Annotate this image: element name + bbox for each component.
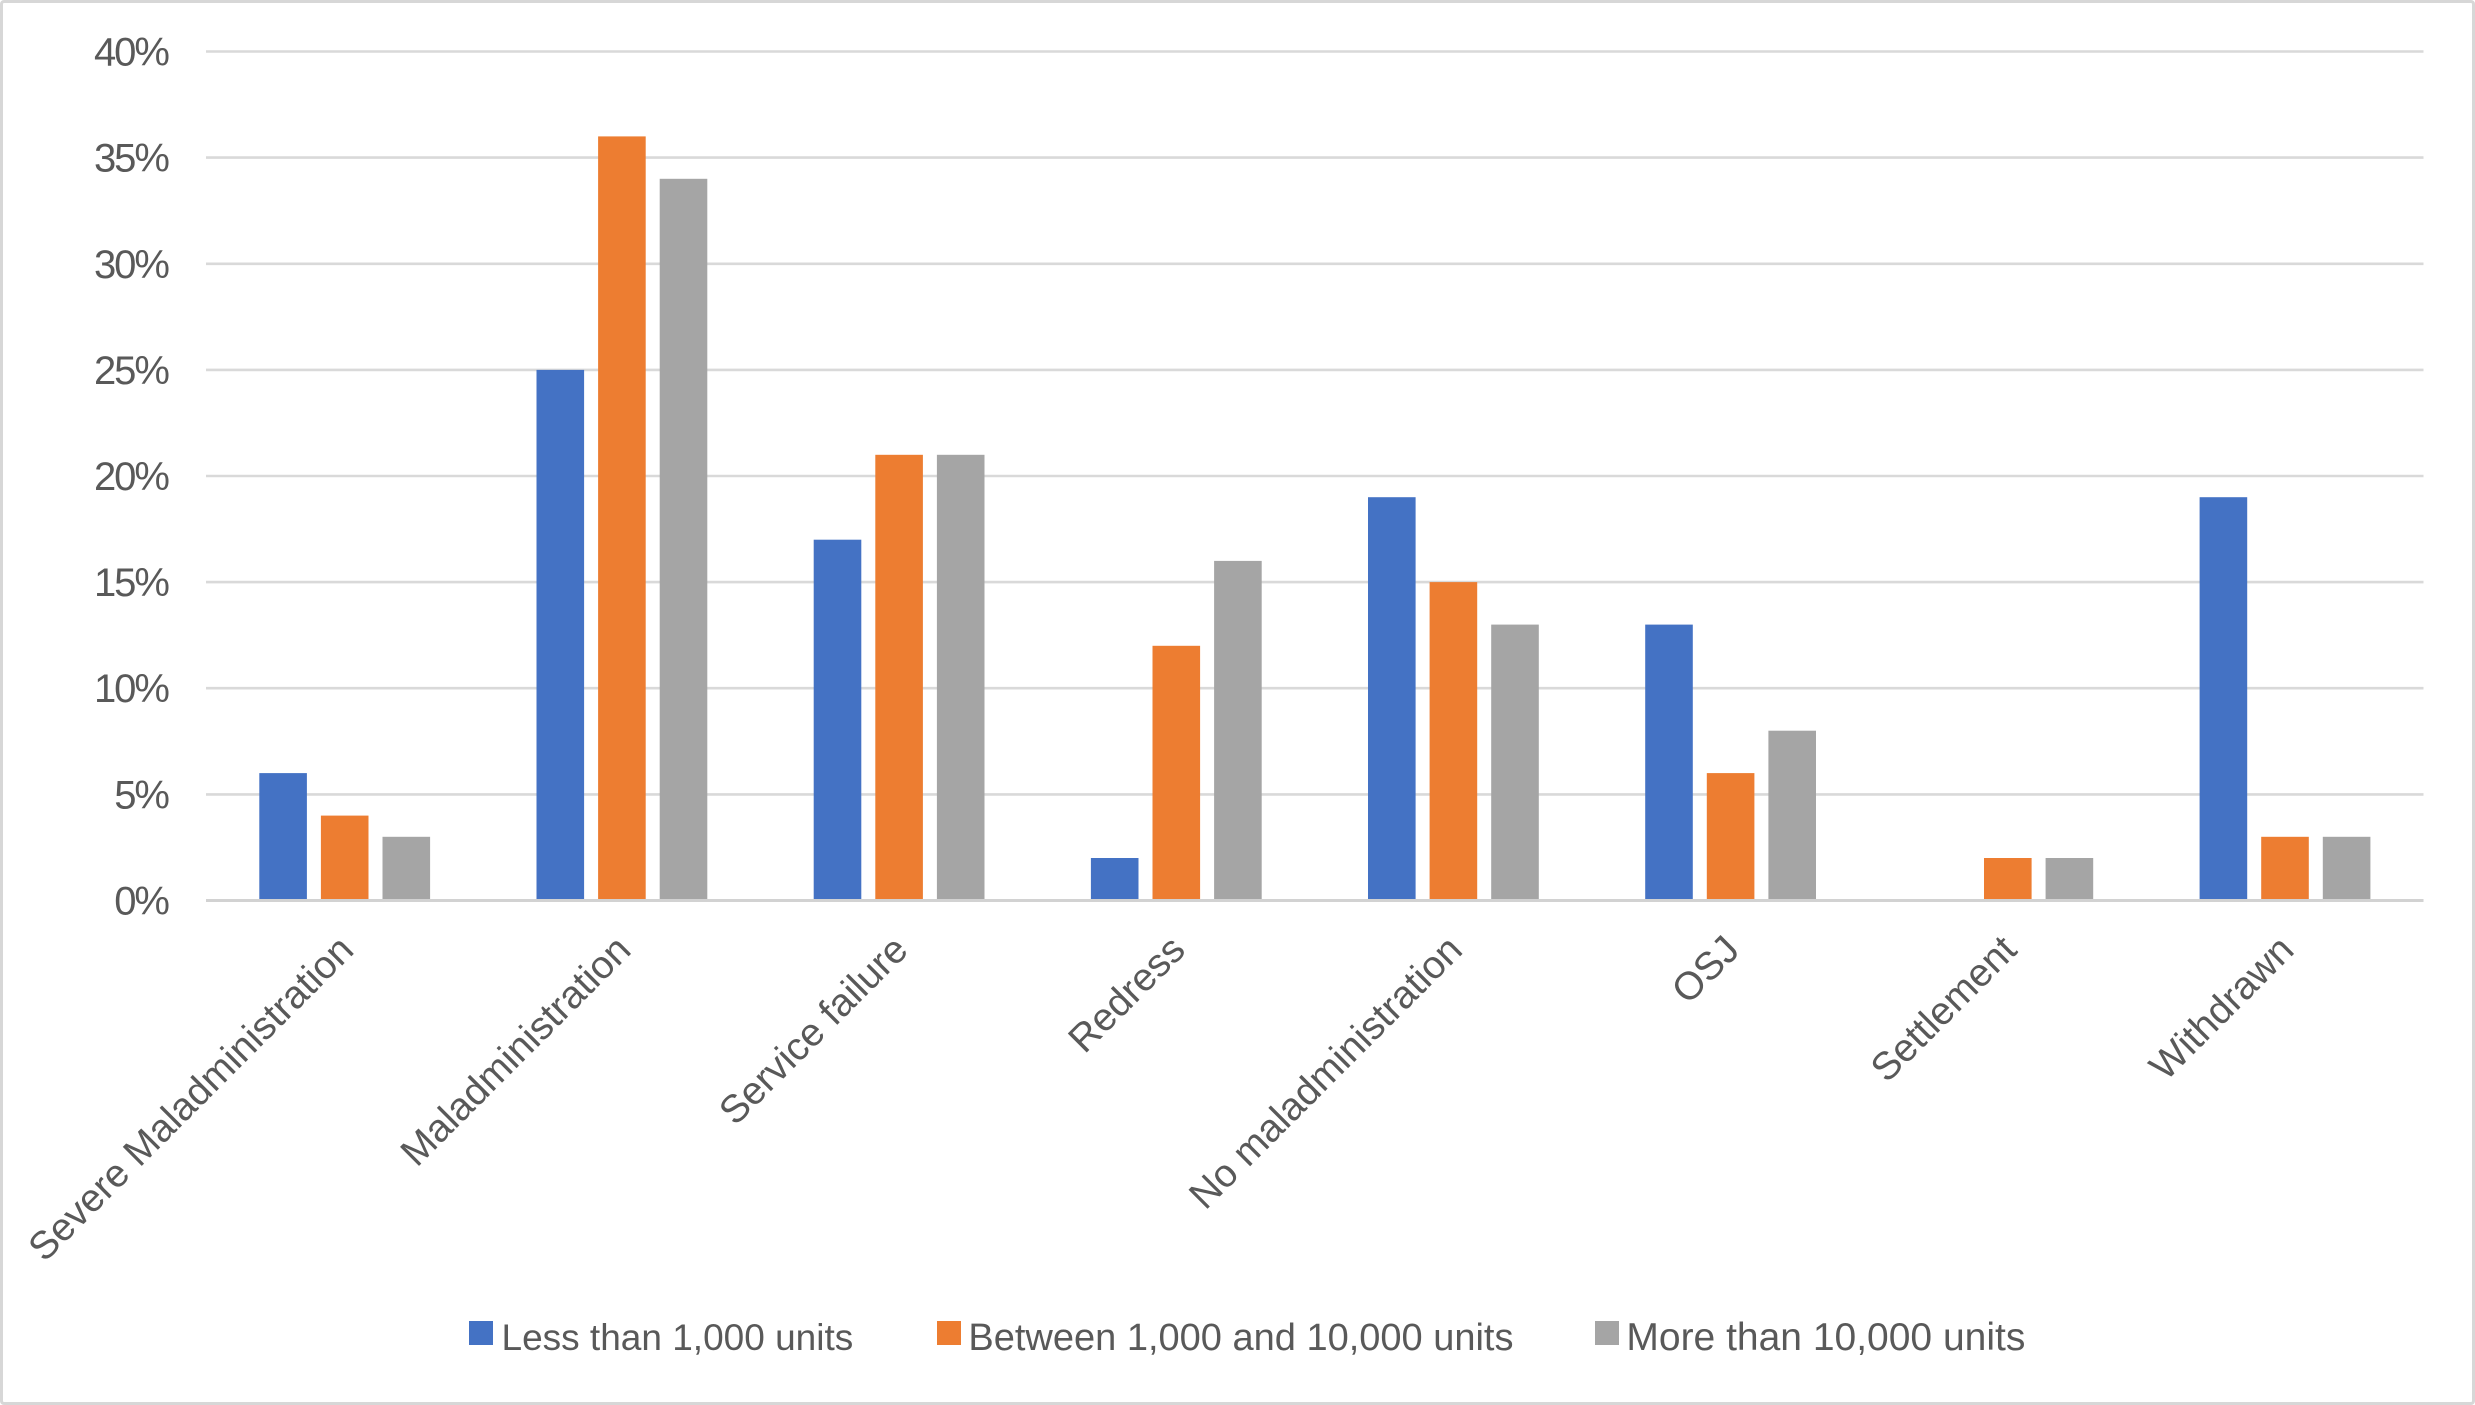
svg-text:Maladministration: Maladministration (393, 928, 640, 1175)
svg-text:10%: 10% (94, 667, 169, 711)
svg-text:5%: 5% (114, 773, 169, 817)
svg-text:0%: 0% (114, 880, 169, 924)
svg-text:35%: 35% (94, 137, 169, 181)
svg-text:Redress: Redress (1060, 928, 1193, 1061)
svg-text:Service failure: Service failure (711, 928, 916, 1133)
svg-text:Withdrawn: Withdrawn (2142, 928, 2303, 1089)
svg-text:OSJ: OSJ (1664, 928, 1748, 1012)
svg-text:15%: 15% (94, 561, 169, 605)
svg-text:25%: 25% (94, 349, 169, 393)
svg-text:30%: 30% (94, 243, 169, 287)
svg-text:Settlement: Settlement (1863, 928, 2025, 1090)
svg-text:Severe Maladministration: Severe Maladministration (20, 928, 362, 1270)
svg-text:Between 1,000 and 10,000 units: Between 1,000 and 10,000 units (968, 1317, 1513, 1359)
svg-text:Less than 1,000 units: Less than 1,000 units (502, 1317, 854, 1358)
svg-text:20%: 20% (94, 455, 169, 499)
svg-text:More than 10,000 units: More than 10,000 units (1626, 1316, 2025, 1359)
svg-text:40%: 40% (94, 31, 169, 75)
svg-text:No maladministration: No maladministration (1181, 928, 1470, 1217)
